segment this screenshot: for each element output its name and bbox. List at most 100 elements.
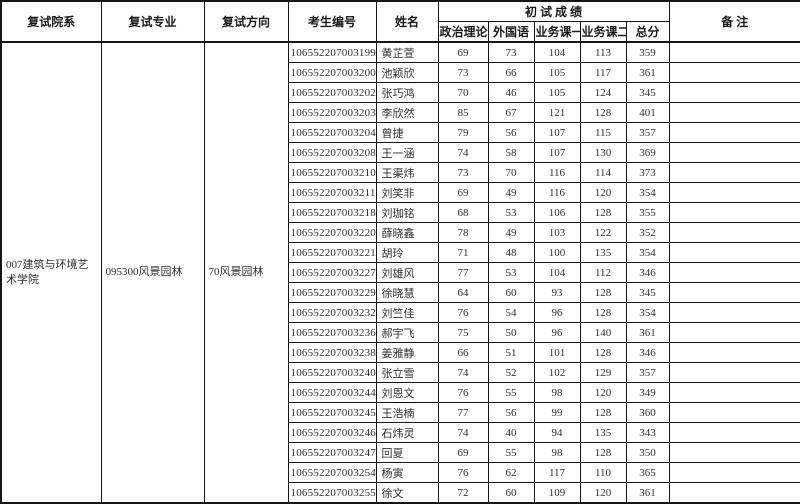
foreign-lang-score-cell: 46 [487,82,535,103]
politics-score-cell: 77 [437,402,489,423]
remarks-cell [668,322,800,343]
politics-score-cell: 75 [437,322,489,343]
total-score-cell: 345 [625,82,670,103]
total-score-cell: 346 [625,262,670,283]
course1-score-cell: 104 [533,41,581,63]
foreign-lang-score-cell: 53 [487,202,535,223]
foreign-lang-score-cell: 52 [487,362,535,383]
major-cell: 095300风景园林 [100,41,205,504]
foreign-lang-score-cell: 67 [487,102,535,123]
candidate-no-cell: 106552207003238 [287,342,377,363]
course1-score-cell: 116 [533,182,581,203]
remarks-cell [668,442,800,463]
remarks-cell [668,202,800,223]
course1-score-cell: 98 [533,382,581,403]
name-cell: 薛晓鑫 [375,222,439,243]
foreign-lang-score-cell: 73 [487,41,535,63]
remarks-cell [668,302,800,323]
course2-score-cell: 120 [579,182,627,203]
course1-score-cell: 99 [533,402,581,423]
politics-score-cell: 73 [437,62,489,83]
foreign-lang-score-cell: 62 [487,462,535,483]
direction-cell: 70风景园林 [203,41,289,504]
foreign-lang-score-cell: 49 [487,222,535,243]
col-header-course1: 业务课一 [533,21,581,43]
course1-score-cell: 103 [533,222,581,243]
course2-score-cell: 128 [579,282,627,303]
politics-score-cell: 69 [437,182,489,203]
table-row: 106552207003220 薛晓鑫 78 49 103 122 352 [1,222,800,243]
candidate-no-cell: 106552207003221 [287,242,377,263]
course1-score-cell: 100 [533,242,581,263]
total-score-cell: 343 [625,422,670,443]
table-row: 106552207003247 回夏 69 55 98 128 350 [1,442,800,463]
header-row-sub: 政治理论 外国语 业务课一 业务课二 总分 [1,21,800,43]
remarks-cell [668,242,800,263]
table-row: 106552207003227 刘雄风 77 53 104 112 346 [1,262,800,283]
table-row: 106552207003246 石炜灵 74 40 94 135 343 [1,422,800,443]
course1-score-cell: 121 [533,102,581,123]
table-row: 106552207003244 刘恩文 76 55 98 120 349 [1,382,800,403]
remarks-cell [668,162,800,183]
course2-score-cell: 122 [579,222,627,243]
total-score-cell: 359 [625,41,670,63]
name-cell: 张立雪 [375,362,439,383]
course1-score-cell: 107 [533,122,581,143]
name-cell: 徐文 [375,482,439,504]
name-cell: 刘竺佳 [375,302,439,323]
candidate-no-cell: 106552207003229 [287,282,377,303]
total-score-cell: 354 [625,302,670,323]
politics-score-cell: 68 [437,202,489,223]
candidate-no-cell: 106552207003210 [287,162,377,183]
course2-score-cell: 140 [579,322,627,343]
politics-score-cell: 76 [437,462,489,483]
name-cell: 王浩楠 [375,402,439,423]
table-row: 106552207003200 池颖欣 73 66 105 117 361 [1,62,800,83]
course2-score-cell: 120 [579,482,627,504]
course1-score-cell: 109 [533,482,581,504]
table-row: 106552207003236 郝宇飞 75 50 96 140 361 [1,322,800,343]
politics-score-cell: 77 [437,262,489,283]
name-cell: 姜雅静 [375,342,439,363]
total-score-cell: 354 [625,242,670,263]
course1-score-cell: 107 [533,142,581,163]
course2-score-cell: 114 [579,162,627,183]
candidate-no-cell: 106552207003199 [287,41,377,63]
course2-score-cell: 128 [579,342,627,363]
foreign-lang-score-cell: 40 [487,422,535,443]
name-cell: 黄芷萱 [375,41,439,63]
course1-score-cell: 96 [533,322,581,343]
name-cell: 回夏 [375,442,439,463]
total-score-cell: 355 [625,202,670,223]
name-cell: 张巧鸿 [375,82,439,103]
foreign-lang-score-cell: 60 [487,482,535,504]
foreign-lang-score-cell: 60 [487,282,535,303]
name-cell: 杨寅 [375,462,439,483]
course2-score-cell: 117 [579,62,627,83]
name-cell: 刘雄风 [375,262,439,283]
remarks-cell [668,41,800,63]
remarks-cell [668,462,800,483]
total-score-cell: 361 [625,62,670,83]
course2-score-cell: 128 [579,442,627,463]
foreign-lang-score-cell: 53 [487,262,535,283]
course2-score-cell: 124 [579,82,627,103]
name-cell: 王渠炜 [375,162,439,183]
col-header-course2: 业务课二 [579,21,627,43]
politics-score-cell: 76 [437,382,489,403]
candidate-no-cell: 106552207003227 [287,262,377,283]
total-score-cell: 345 [625,282,670,303]
politics-score-cell: 85 [437,102,489,123]
remarks-cell [668,402,800,423]
foreign-lang-score-cell: 55 [487,442,535,463]
remarks-cell [668,482,800,504]
name-cell: 刘珈铭 [375,202,439,223]
total-score-cell: 369 [625,142,670,163]
header-row-top: 复试院系 复试专业 复试方向 考生编号 姓名 初 试 成 绩 备 注 [0,0,800,43]
remarks-cell [668,142,800,163]
course1-score-cell: 94 [533,422,581,443]
name-cell: 徐晓慧 [375,282,439,303]
table-row: 106552207003240 张立雪 74 52 102 129 357 [1,362,800,383]
table-row: 106552207003204 曾捷 79 56 107 115 357 [1,122,800,143]
candidate-no-cell: 106552207003236 [287,322,377,343]
